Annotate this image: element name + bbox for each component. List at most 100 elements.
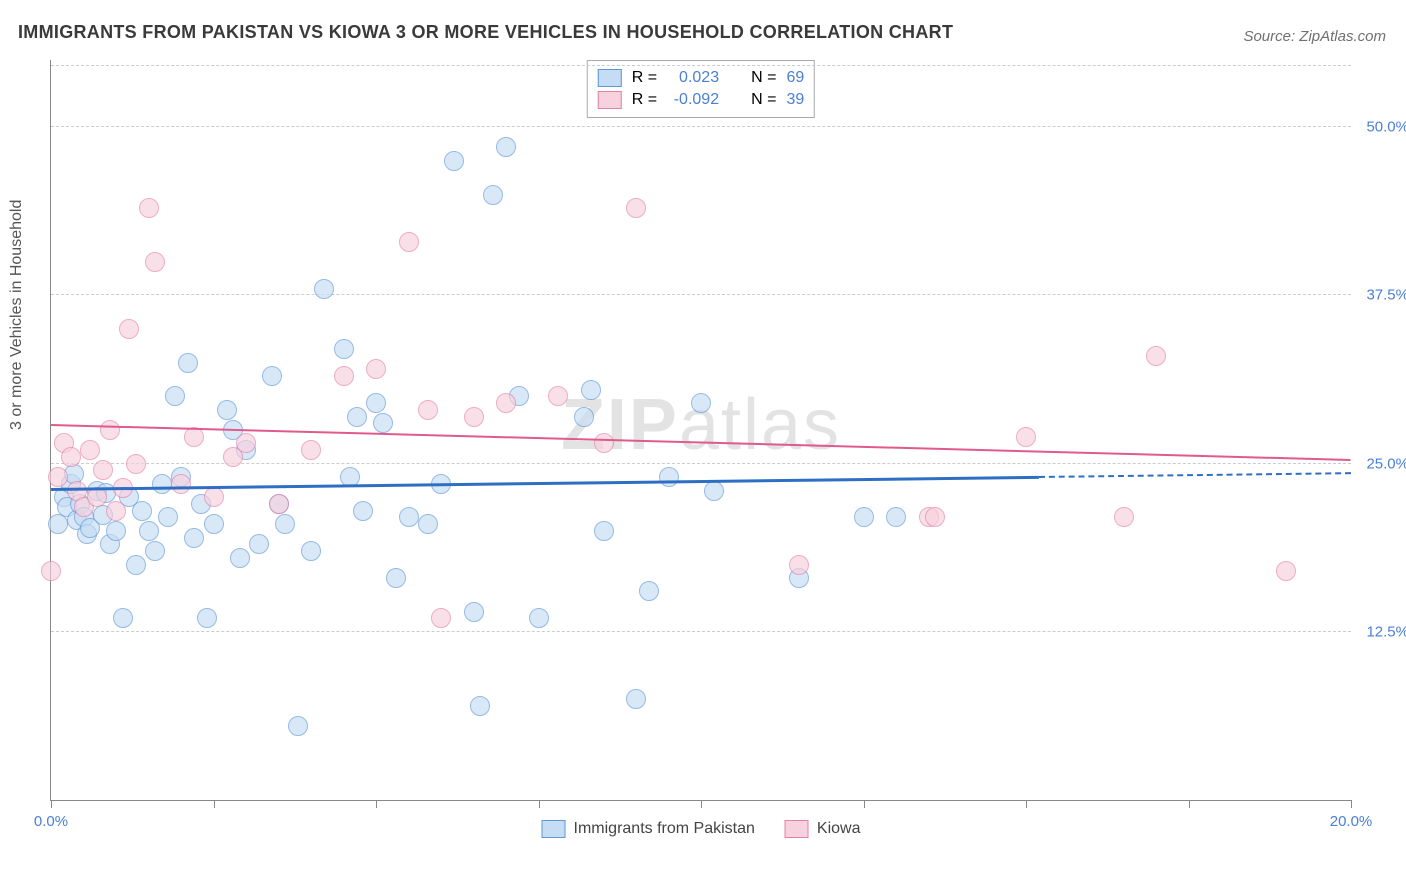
data-point [399, 232, 419, 252]
source-label: Source: ZipAtlas.com [1243, 28, 1386, 45]
data-point [204, 487, 224, 507]
xtick [539, 800, 540, 808]
data-point [48, 514, 68, 534]
data-point [132, 501, 152, 521]
chart-container: IMMIGRANTS FROM PAKISTAN VS KIOWA 3 OR M… [0, 0, 1406, 892]
xtick [1189, 800, 1190, 808]
data-point [184, 528, 204, 548]
y-axis-label: 3 or more Vehicles in Household [8, 200, 26, 430]
data-point [483, 185, 503, 205]
data-point [1276, 561, 1296, 581]
r-label: R = [632, 69, 657, 87]
data-point [119, 319, 139, 339]
data-point [314, 279, 334, 299]
swatch-series1 [542, 820, 566, 838]
plot-area: ZIPatlas R = 0.023 N = 69 R = -0.092 N =… [50, 60, 1351, 801]
r-label: R = [632, 91, 657, 109]
data-point [353, 501, 373, 521]
data-point [704, 481, 724, 501]
data-point [158, 507, 178, 527]
data-point [165, 386, 185, 406]
data-point [139, 521, 159, 541]
data-point [886, 507, 906, 527]
gridline-h [51, 126, 1351, 127]
r-value-series1: 0.023 [667, 69, 719, 87]
data-point [288, 716, 308, 736]
data-point [1016, 427, 1036, 447]
gridline-h [51, 463, 1351, 464]
data-point [418, 514, 438, 534]
data-point [106, 501, 126, 521]
data-point [464, 602, 484, 622]
data-point [171, 474, 191, 494]
ytick-label: 50.0% [1366, 119, 1406, 136]
data-point [854, 507, 874, 527]
data-point [789, 555, 809, 575]
ytick-label: 25.0% [1366, 455, 1406, 472]
xtick-label: 20.0% [1330, 813, 1373, 830]
data-point [113, 608, 133, 628]
xtick [864, 800, 865, 808]
legend-correlation: R = 0.023 N = 69 R = -0.092 N = 39 [587, 60, 815, 118]
data-point [366, 393, 386, 413]
gridline-h [51, 631, 1351, 632]
legend-item-series2: Kiowa [785, 820, 861, 838]
xtick [701, 800, 702, 808]
data-point [594, 433, 614, 453]
data-point [373, 413, 393, 433]
data-point [334, 339, 354, 359]
data-point [626, 198, 646, 218]
data-point [626, 689, 646, 709]
data-point [470, 696, 490, 716]
data-point [230, 548, 250, 568]
xtick [214, 800, 215, 808]
xtick [1026, 800, 1027, 808]
trend-line [1039, 473, 1351, 479]
data-point [366, 359, 386, 379]
legend-row-series1: R = 0.023 N = 69 [598, 67, 804, 89]
swatch-series1 [598, 69, 622, 87]
data-point [217, 400, 237, 420]
data-point [334, 366, 354, 386]
n-value-series2: 39 [786, 91, 804, 109]
data-point [145, 252, 165, 272]
data-point [61, 447, 81, 467]
data-point [574, 407, 594, 427]
data-point [236, 433, 256, 453]
gridline-h [51, 294, 1351, 295]
data-point [275, 514, 295, 534]
data-point [152, 474, 172, 494]
legend-row-series2: R = -0.092 N = 39 [598, 89, 804, 111]
data-point [386, 568, 406, 588]
xtick [376, 800, 377, 808]
data-point [100, 420, 120, 440]
n-label: N = [751, 69, 776, 87]
ytick-label: 37.5% [1366, 287, 1406, 304]
data-point [347, 407, 367, 427]
legend-label-series1: Immigrants from Pakistan [574, 820, 755, 838]
data-point [93, 460, 113, 480]
data-point [496, 137, 516, 157]
xtick [51, 800, 52, 808]
legend-item-series1: Immigrants from Pakistan [542, 820, 755, 838]
legend-series: Immigrants from Pakistan Kiowa [542, 820, 861, 838]
data-point [204, 514, 224, 534]
data-point [594, 521, 614, 541]
data-point [106, 521, 126, 541]
n-label: N = [751, 91, 776, 109]
data-point [1114, 507, 1134, 527]
data-point [548, 386, 568, 406]
data-point [925, 507, 945, 527]
data-point [464, 407, 484, 427]
r-value-series2: -0.092 [667, 91, 719, 109]
data-point [269, 494, 289, 514]
data-point [496, 393, 516, 413]
data-point [639, 581, 659, 601]
data-point [444, 151, 464, 171]
gridline-h [51, 65, 1351, 66]
ytick-label: 12.5% [1366, 623, 1406, 640]
data-point [178, 353, 198, 373]
data-point [249, 534, 269, 554]
data-point [41, 561, 61, 581]
data-point [529, 608, 549, 628]
